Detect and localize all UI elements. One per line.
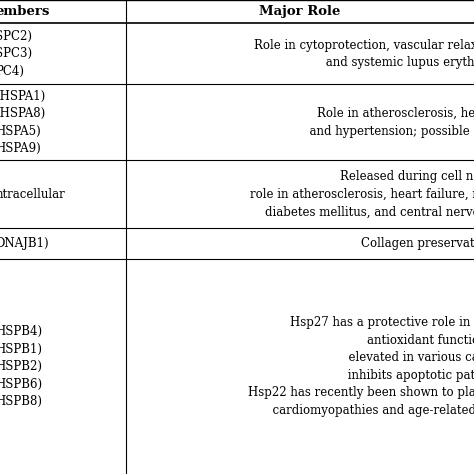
- Text: (HSPA1)
(HSPA8)
HSPA5)
HSPA9): (HSPA1) (HSPA8) HSPA5) HSPA9): [0, 90, 46, 155]
- Text: DNAJB1): DNAJB1): [0, 237, 49, 250]
- Text: Major Role: Major Role: [259, 5, 340, 18]
- Text: Collagen preservation: Collagen preservation: [361, 237, 474, 250]
- Text: SPC2)
SPC3)
PC4): SPC2) SPC3) PC4): [0, 30, 32, 78]
- Text: Hsp27 has a protective role in ath
        antioxidant functions
      elevated : Hsp27 has a protective role in ath antio…: [248, 316, 474, 417]
- Text: embers: embers: [0, 5, 50, 18]
- Text: HSPB4)
HSPB1)
HSPB2)
HSPB6)
HSPB8): HSPB4) HSPB1) HSPB2) HSPB6) HSPB8): [0, 325, 42, 408]
- Text: Released during cell necr
role in atherosclerosis, heart failure, rhe
diabetes m: Released during cell necr role in athero…: [250, 170, 474, 219]
- Text: Role in cytoprotection, vascular relaxati
     and systemic lupus erythem: Role in cytoprotection, vascular relaxat…: [254, 39, 474, 69]
- Text: ntracellular: ntracellular: [0, 188, 65, 201]
- Text: Role in atherosclerosis, heart
  and hypertension; possible aut: Role in atherosclerosis, heart and hyper…: [302, 107, 474, 137]
